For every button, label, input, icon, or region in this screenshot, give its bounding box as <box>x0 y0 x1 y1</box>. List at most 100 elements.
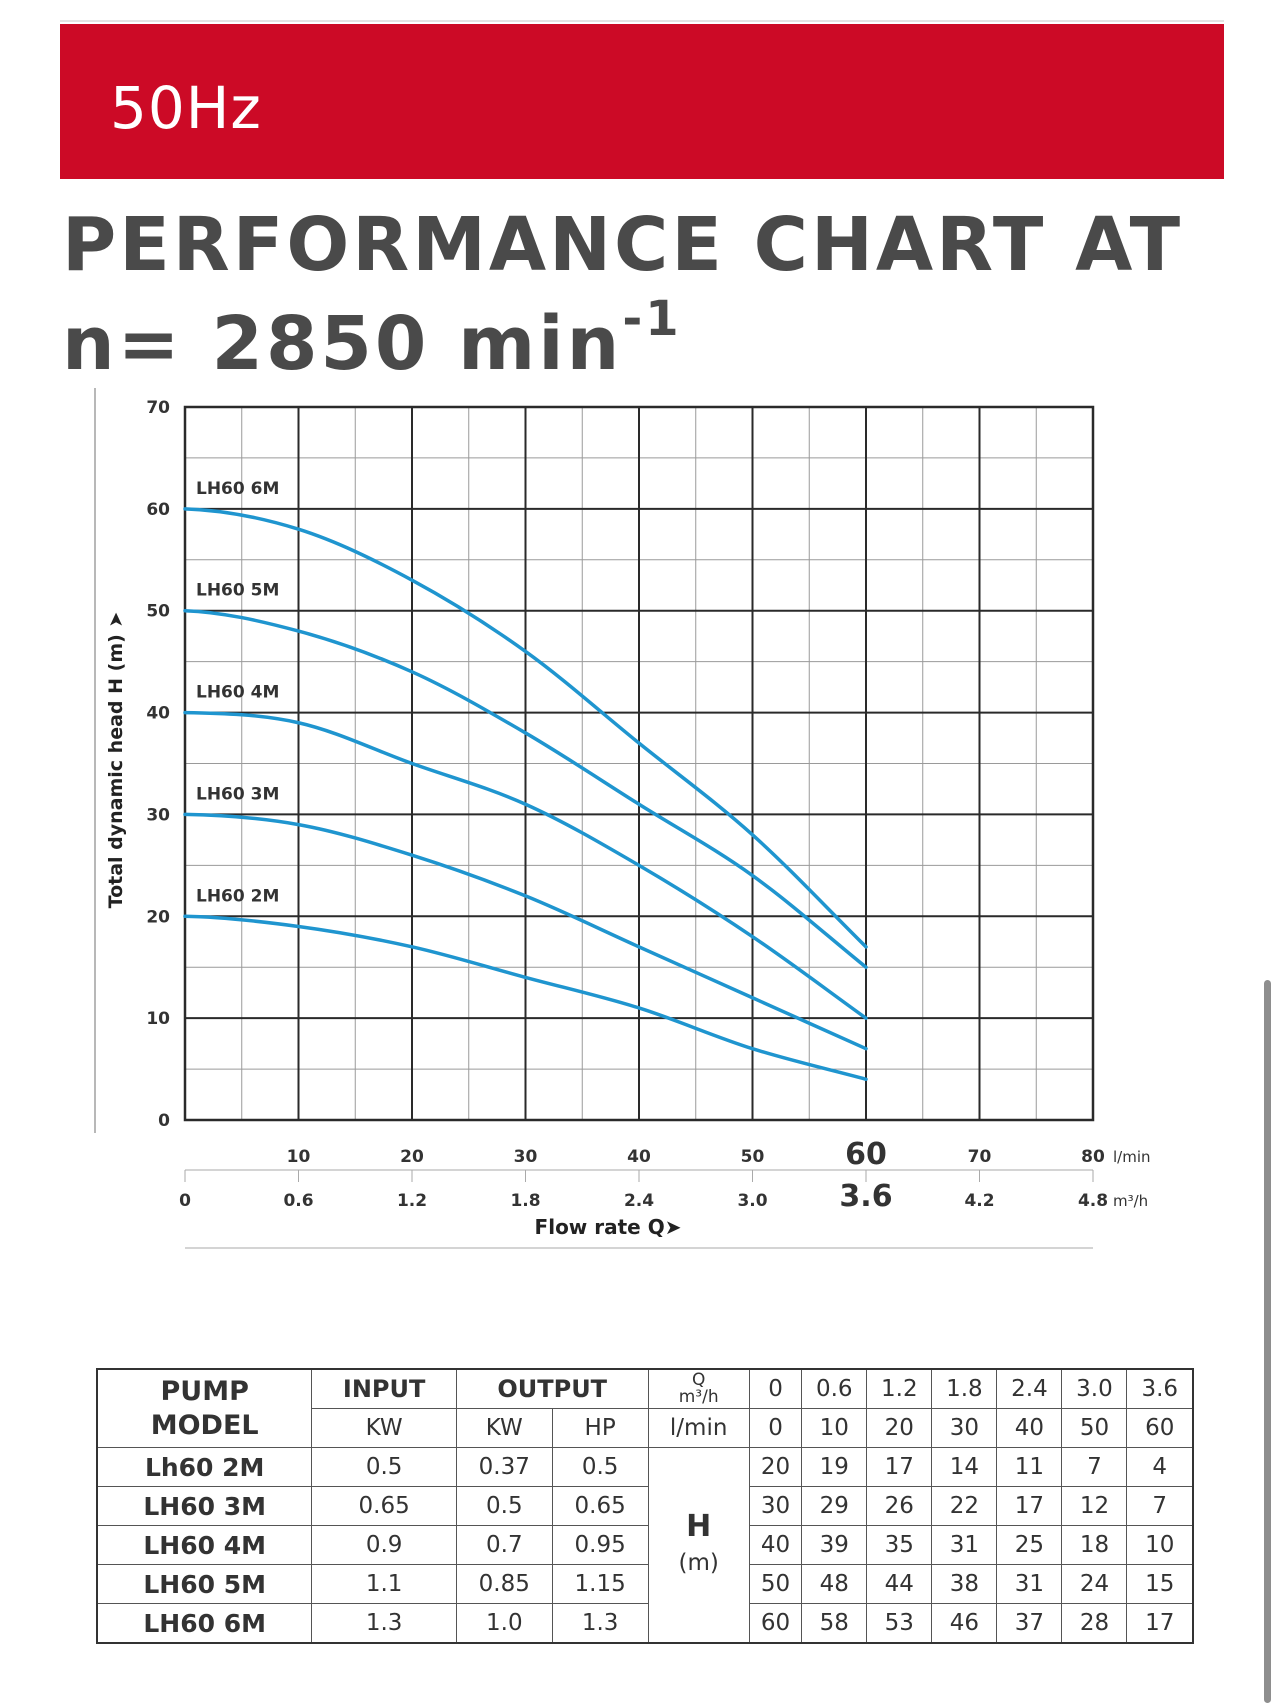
q-lmin-cell: 40 <box>996 1408 1063 1448</box>
input-kw-cell: 0.9 <box>311 1525 457 1565</box>
output-hp-cell: 0.5 <box>551 1447 649 1487</box>
series-line <box>183 507 868 949</box>
plot-frame <box>183 405 1095 1122</box>
x-tick-label-m3h: 3.0 <box>737 1191 767 1211</box>
x-tick-label-lmin: 10 <box>287 1147 311 1167</box>
x-tick-label-m3h: 4.2 <box>964 1191 994 1211</box>
head-value-cell: 17 <box>1126 1603 1194 1644</box>
output-hp-cell: 1.3 <box>551 1603 649 1644</box>
q-lmin-cell: 60 <box>1126 1408 1194 1448</box>
lmin-unit: l/min <box>647 1408 750 1448</box>
speed-label: n= 2850 min <box>62 301 623 387</box>
q-lmin-cell: 20 <box>866 1408 933 1448</box>
q-m3h-cell: 0 <box>748 1368 803 1409</box>
series-label: LH60 5M <box>196 581 279 601</box>
y-tick-label: 30 <box>146 805 170 825</box>
head-value-cell: 19 <box>801 1447 868 1487</box>
input-header: INPUT <box>311 1368 457 1409</box>
head-value-cell: 58 <box>801 1603 868 1644</box>
x-unit-lmin: l/min <box>1113 1148 1151 1166</box>
output-kw-unit: KW <box>455 1408 553 1448</box>
head-value-cell: 17 <box>866 1447 933 1487</box>
table-row: LH60 4M 0.9 0.7 0.95 40 39 35 31 25 18 10 <box>96 1525 1194 1565</box>
series-line <box>183 710 868 1020</box>
x-tick-label-m3h: 0.6 <box>283 1191 313 1211</box>
head-value-cell: 26 <box>866 1486 933 1526</box>
performance-chart: Total dynamic head H (m) ➤ 0 10 20 30 40 50 60 7… <box>94 388 1151 1249</box>
input-kw-cell: 0.65 <box>311 1486 457 1526</box>
head-value-cell: 24 <box>1061 1564 1128 1604</box>
y-tick-label: 0 <box>158 1111 170 1131</box>
x-tick-label-m3h: 0 <box>179 1191 191 1211</box>
head-value-cell: 22 <box>931 1486 998 1526</box>
x-tick-label-lmin: 40 <box>627 1147 651 1167</box>
x-tick-label-lmin: 20 <box>400 1147 424 1167</box>
x-tick-label-m3h: 2.4 <box>624 1191 654 1211</box>
series-label: LH60 2M <box>196 886 279 906</box>
pump-model-line1: PUMP <box>160 1375 249 1407</box>
series-label: LH60 6M <box>196 479 279 499</box>
output-hp-cell: 0.65 <box>551 1486 649 1526</box>
q-lmin-cell: 30 <box>931 1408 998 1448</box>
x-unit-m3h: m³/h <box>1113 1192 1148 1210</box>
speed-exponent: -1 <box>622 291 682 348</box>
table-unit-row: KW KW HP l/min 0 10 20 30 40 50 60 <box>97 1408 1194 1448</box>
head-value-cell: 31 <box>996 1564 1063 1604</box>
head-value-cell: 28 <box>1061 1603 1128 1644</box>
q-lmin-cell: 0 <box>748 1408 803 1448</box>
head-value-cell: 53 <box>866 1603 933 1644</box>
table-row: LH60 3M 0.65 0.5 0.65 30 29 26 22 17 12 7 <box>96 1486 1194 1526</box>
q-m3h-cell: 0.6 <box>801 1368 868 1409</box>
series-line <box>183 914 868 1082</box>
head-value-cell: 46 <box>931 1603 998 1644</box>
pump-model-header: PUMP MODEL <box>96 1368 313 1448</box>
head-value-cell: 30 <box>748 1486 803 1526</box>
head-value-cell: 25 <box>996 1525 1063 1565</box>
y-tick-label: 60 <box>146 500 170 520</box>
head-value-cell: 18 <box>1061 1525 1128 1565</box>
output-hp-unit: HP <box>551 1408 649 1448</box>
x-axis-label: Flow rate Q➤ <box>535 1215 682 1239</box>
output-kw-cell: 0.5 <box>455 1486 553 1526</box>
model-cell: LH60 5M <box>96 1564 313 1604</box>
head-value-cell: 11 <box>996 1447 1063 1487</box>
head-value-cell: 38 <box>931 1564 998 1604</box>
page-subtitle: n= 2850 min-1 <box>62 295 682 381</box>
model-cell: Lh60 2M <box>96 1447 313 1487</box>
series-label: LH60 3M <box>196 784 279 804</box>
series-line <box>183 812 868 1051</box>
output-hp-cell: 1.15 <box>551 1564 649 1604</box>
x-tick-label-m3h: 3.6 <box>839 1179 892 1214</box>
head-value-cell: 40 <box>748 1525 803 1565</box>
y-tick-label: 10 <box>146 1009 170 1029</box>
head-value-cell: 44 <box>866 1564 933 1604</box>
x-tick-label-lmin: 50 <box>741 1147 765 1167</box>
q-unit: m³/h <box>678 1387 719 1407</box>
y-axis-label: Total dynamic head H (m) ➤ <box>105 612 127 909</box>
output-kw-cell: 1.0 <box>455 1603 553 1644</box>
table-row: Lh60 2M 0.5 0.37 0.5 H (m) 20 19 17 14 11 7 4 <box>96 1447 1194 1644</box>
y-tick-label: 50 <box>146 602 170 622</box>
x-tick-label-m3h: 1.8 <box>510 1191 540 1211</box>
q-lmin-cell: 10 <box>801 1408 868 1448</box>
pump-model-line2: MODEL <box>150 1409 259 1441</box>
input-kw-cell: 1.1 <box>311 1564 457 1604</box>
x-tick-label-m3h: 4.8 <box>1078 1191 1108 1211</box>
output-kw-cell: 0.37 <box>455 1447 553 1487</box>
x-tick-label-lmin: 70 <box>968 1147 992 1167</box>
top-divider <box>60 20 1224 22</box>
input-unit: KW <box>311 1408 457 1448</box>
q-m3h-cell: 3.0 <box>1061 1368 1128 1409</box>
head-value-cell: 10 <box>1126 1525 1194 1565</box>
head-value-cell: 17 <box>996 1486 1063 1526</box>
q-m3h-cell: 2.4 <box>996 1368 1063 1409</box>
q-m3h-cell: 1.2 <box>866 1368 933 1409</box>
input-kw-cell: 0.5 <box>311 1447 457 1487</box>
head-value-cell: 12 <box>1061 1486 1128 1526</box>
x-tick-label-lmin: 30 <box>514 1147 538 1167</box>
scrollbar[interactable] <box>1264 980 1271 1703</box>
x-tick-label-m3h: 1.2 <box>397 1191 427 1211</box>
